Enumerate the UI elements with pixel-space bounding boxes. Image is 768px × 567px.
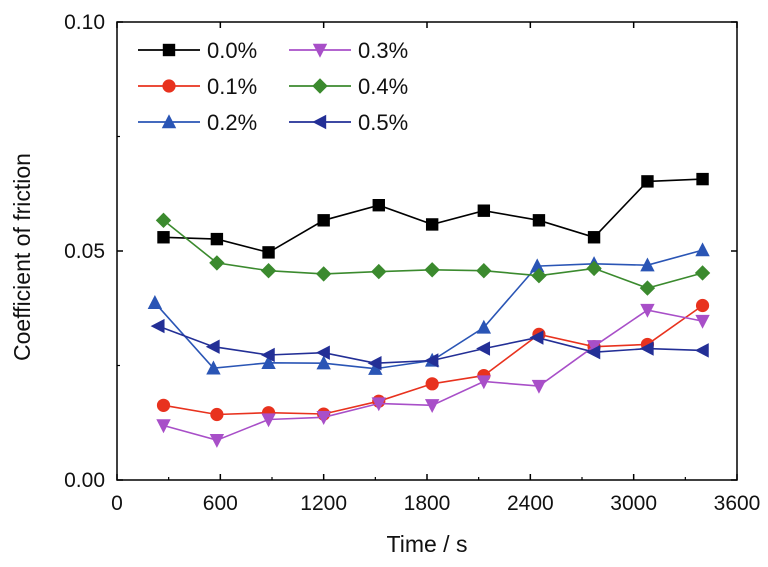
data-point <box>261 355 276 369</box>
legend-marker <box>312 78 328 94</box>
data-point <box>476 341 491 356</box>
legend-marker <box>161 114 177 129</box>
legend-marker <box>312 114 327 130</box>
data-point <box>209 255 225 271</box>
data-point <box>586 340 602 354</box>
data-point <box>262 246 275 259</box>
series-line <box>163 309 703 442</box>
data-point <box>368 361 383 375</box>
data-point <box>261 413 276 428</box>
data-point <box>639 280 656 296</box>
data-point <box>260 262 277 279</box>
data-point <box>206 360 221 375</box>
data-point <box>696 172 709 186</box>
data-point <box>587 231 601 244</box>
legend-label: 0.2% <box>207 110 257 135</box>
data-point <box>157 231 170 244</box>
data-point <box>156 419 171 434</box>
data-point <box>210 407 224 422</box>
data-point <box>147 295 163 309</box>
data-point <box>530 258 545 273</box>
data-point <box>372 199 385 212</box>
data-point <box>640 257 655 272</box>
legend-label: 0.0% <box>207 38 257 63</box>
series-3 <box>156 303 710 448</box>
data-point <box>532 214 546 227</box>
series-2 <box>147 242 710 375</box>
data-point <box>205 339 220 354</box>
data-point <box>476 262 492 279</box>
x-tick-label: 600 <box>203 492 238 515</box>
data-point <box>371 263 387 280</box>
x-tick-label: 2400 <box>507 492 554 515</box>
legend-item: 0.0% <box>138 38 257 63</box>
x-tick-label: 1800 <box>404 492 451 515</box>
legend-item: 0.3% <box>289 38 408 63</box>
legend-item: 0.2% <box>138 110 257 135</box>
data-point <box>315 345 330 360</box>
data-point <box>695 298 710 313</box>
y-tick-label: 0.10 <box>64 11 105 34</box>
legend-label: 0.1% <box>207 74 257 99</box>
y-axis-title: Coefficient of friction <box>9 153 35 361</box>
data-point <box>156 398 171 412</box>
x-tick-label: 0 <box>111 492 123 515</box>
series-0 <box>157 172 709 259</box>
data-point <box>209 433 225 448</box>
x-tick-label: 1200 <box>300 492 347 515</box>
y-tick-label: 0.00 <box>64 469 105 492</box>
series-4 <box>155 212 711 296</box>
data-point <box>425 218 439 231</box>
data-point <box>639 341 654 356</box>
data-point <box>316 411 331 425</box>
data-point <box>425 377 439 391</box>
data-point <box>694 343 709 358</box>
data-point <box>695 242 710 257</box>
data-point <box>586 260 602 277</box>
legend-marker <box>312 43 328 58</box>
data-point <box>317 214 330 227</box>
legend-marker <box>162 43 176 57</box>
legend-label: 0.4% <box>358 74 408 99</box>
y-tick-label: 0.05 <box>64 240 105 263</box>
data-point <box>531 379 547 394</box>
legend-label: 0.5% <box>358 110 408 135</box>
x-axis-title: Time / s <box>387 531 468 557</box>
data-point <box>210 232 224 246</box>
data-point <box>477 204 491 217</box>
data-point <box>316 355 331 370</box>
legend-label: 0.3% <box>358 38 408 63</box>
legend-marker <box>162 79 176 93</box>
data-point <box>367 356 382 371</box>
series-line <box>163 178 703 254</box>
data-point <box>315 266 332 282</box>
data-point <box>150 318 165 334</box>
data-point <box>371 397 386 412</box>
data-point <box>424 353 439 368</box>
data-point <box>155 212 172 229</box>
data-point <box>476 375 492 390</box>
data-point <box>424 399 440 414</box>
data-point <box>694 265 711 281</box>
data-point <box>529 330 544 345</box>
data-point <box>531 268 547 284</box>
legend-item: 0.4% <box>289 74 408 99</box>
x-tick-label: 3000 <box>610 492 657 515</box>
data-point <box>476 319 492 334</box>
legend-item: 0.1% <box>138 74 257 99</box>
series-5 <box>150 318 709 371</box>
data-point <box>260 347 275 363</box>
data-point <box>641 175 654 188</box>
data-point <box>586 345 601 360</box>
x-tick-label: 3600 <box>714 492 761 515</box>
data-point <box>640 303 655 318</box>
legend-item: 0.5% <box>289 110 408 135</box>
data-point <box>424 262 440 278</box>
data-point <box>695 314 710 329</box>
